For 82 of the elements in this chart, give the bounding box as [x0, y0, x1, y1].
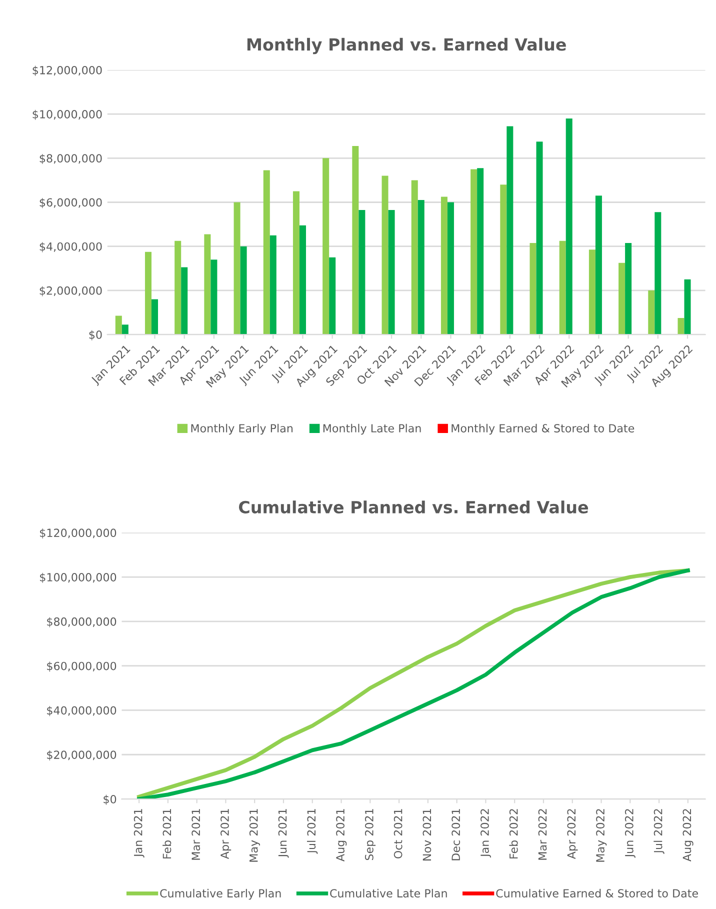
bar	[115, 316, 122, 335]
bar	[210, 260, 218, 335]
bar	[530, 243, 536, 335]
y-tick-label: $2,000,000	[40, 286, 102, 296]
x-tick-label: Jul 2022	[654, 809, 664, 854]
bar	[477, 168, 484, 335]
bar	[559, 240, 566, 335]
x-tick-label: Oct 2021	[394, 809, 402, 858]
bar	[181, 267, 188, 335]
x-tick-label: Jan 2022	[480, 809, 491, 858]
bar	[240, 246, 247, 335]
y-tick-label: $80,000,000	[47, 617, 116, 628]
x-tick-label: Jul 2021	[307, 809, 318, 854]
x-tick-label: Aug 2021	[336, 809, 347, 862]
x-tick-label: Apr 2022	[567, 809, 578, 859]
x-tick-label: Feb 2022	[509, 809, 518, 858]
y-tick-label: $8,000,000	[40, 154, 102, 164]
chart-title: Cumulative Planned vs. Earned Value	[238, 500, 588, 514]
y-tick-label: $100,000,000	[40, 572, 116, 583]
bar	[329, 257, 336, 335]
x-tick-label: Aug 2022	[682, 809, 694, 862]
bar	[440, 196, 448, 335]
bar	[654, 212, 662, 335]
y-tick-label: $4,000,000	[40, 242, 102, 252]
y-tick-label: $10,000,000	[32, 110, 102, 120]
legend-label: Cumulative Late Plan	[330, 888, 447, 898]
bar	[352, 146, 359, 335]
bar	[500, 184, 507, 335]
x-tick-label: May 2021	[249, 809, 260, 862]
bar	[174, 240, 182, 335]
bar	[388, 210, 395, 335]
x-tick-label: Feb 2021	[162, 809, 172, 858]
chart-title: Monthly Planned vs. Earned Value	[247, 38, 566, 54]
bar	[470, 169, 478, 335]
y-tick-label: $20,000,000	[47, 750, 116, 760]
bar	[447, 202, 454, 335]
y-tick-label: $6,000,000	[40, 198, 102, 208]
bar	[536, 142, 543, 335]
bar	[684, 279, 691, 335]
bar	[358, 210, 366, 335]
x-tick-label: Jun 2022	[624, 809, 636, 858]
y-tick-label: $12,000,000	[32, 66, 102, 76]
y-tick-label: $0	[104, 794, 116, 805]
bar	[566, 118, 572, 335]
bar	[299, 225, 306, 335]
x-tick-label: Apr 2021	[220, 809, 232, 859]
bar	[144, 252, 152, 335]
bar	[418, 200, 424, 335]
legend-label: Monthly Early Plan	[191, 424, 293, 435]
bar	[152, 299, 158, 335]
bar	[204, 234, 211, 335]
bar	[648, 290, 655, 335]
y-tick-label: $120,000,000	[40, 528, 116, 539]
x-tick-label: Nov 2021	[422, 809, 432, 860]
y-tick-label: $0	[89, 330, 102, 340]
bar	[595, 196, 602, 335]
legend-label: Cumulative Early Plan	[160, 888, 281, 900]
legend-label: Cumulative Earned & Stored to Date	[496, 888, 698, 898]
legend-label: Monthly Earned & Stored to Date	[452, 424, 634, 435]
bar	[506, 126, 514, 335]
x-tick-label: May 2022	[596, 809, 607, 862]
x-tick-label: Sep 2021	[364, 809, 376, 860]
bar	[122, 324, 128, 335]
bar	[322, 158, 330, 335]
y-tick-label: $60,000,000	[47, 662, 116, 672]
x-tick-label: Jun 2021	[278, 809, 289, 858]
bar	[678, 318, 684, 335]
bar	[411, 180, 418, 335]
legend-label: Monthly Late Plan	[323, 424, 421, 435]
bar	[382, 176, 388, 335]
bar	[625, 243, 632, 335]
bar	[588, 250, 596, 335]
x-tick-label: Dec 2021	[452, 809, 460, 860]
bar	[234, 202, 240, 335]
y-tick-label: $40,000,000	[47, 706, 116, 716]
bar	[263, 170, 270, 335]
bar	[292, 191, 300, 335]
x-tick-label: Mar 2022	[538, 809, 547, 860]
bar	[618, 262, 626, 335]
bar	[270, 235, 276, 335]
x-tick-label: Mar 2021	[192, 809, 200, 860]
x-tick-label: Jan 2021	[134, 809, 144, 858]
